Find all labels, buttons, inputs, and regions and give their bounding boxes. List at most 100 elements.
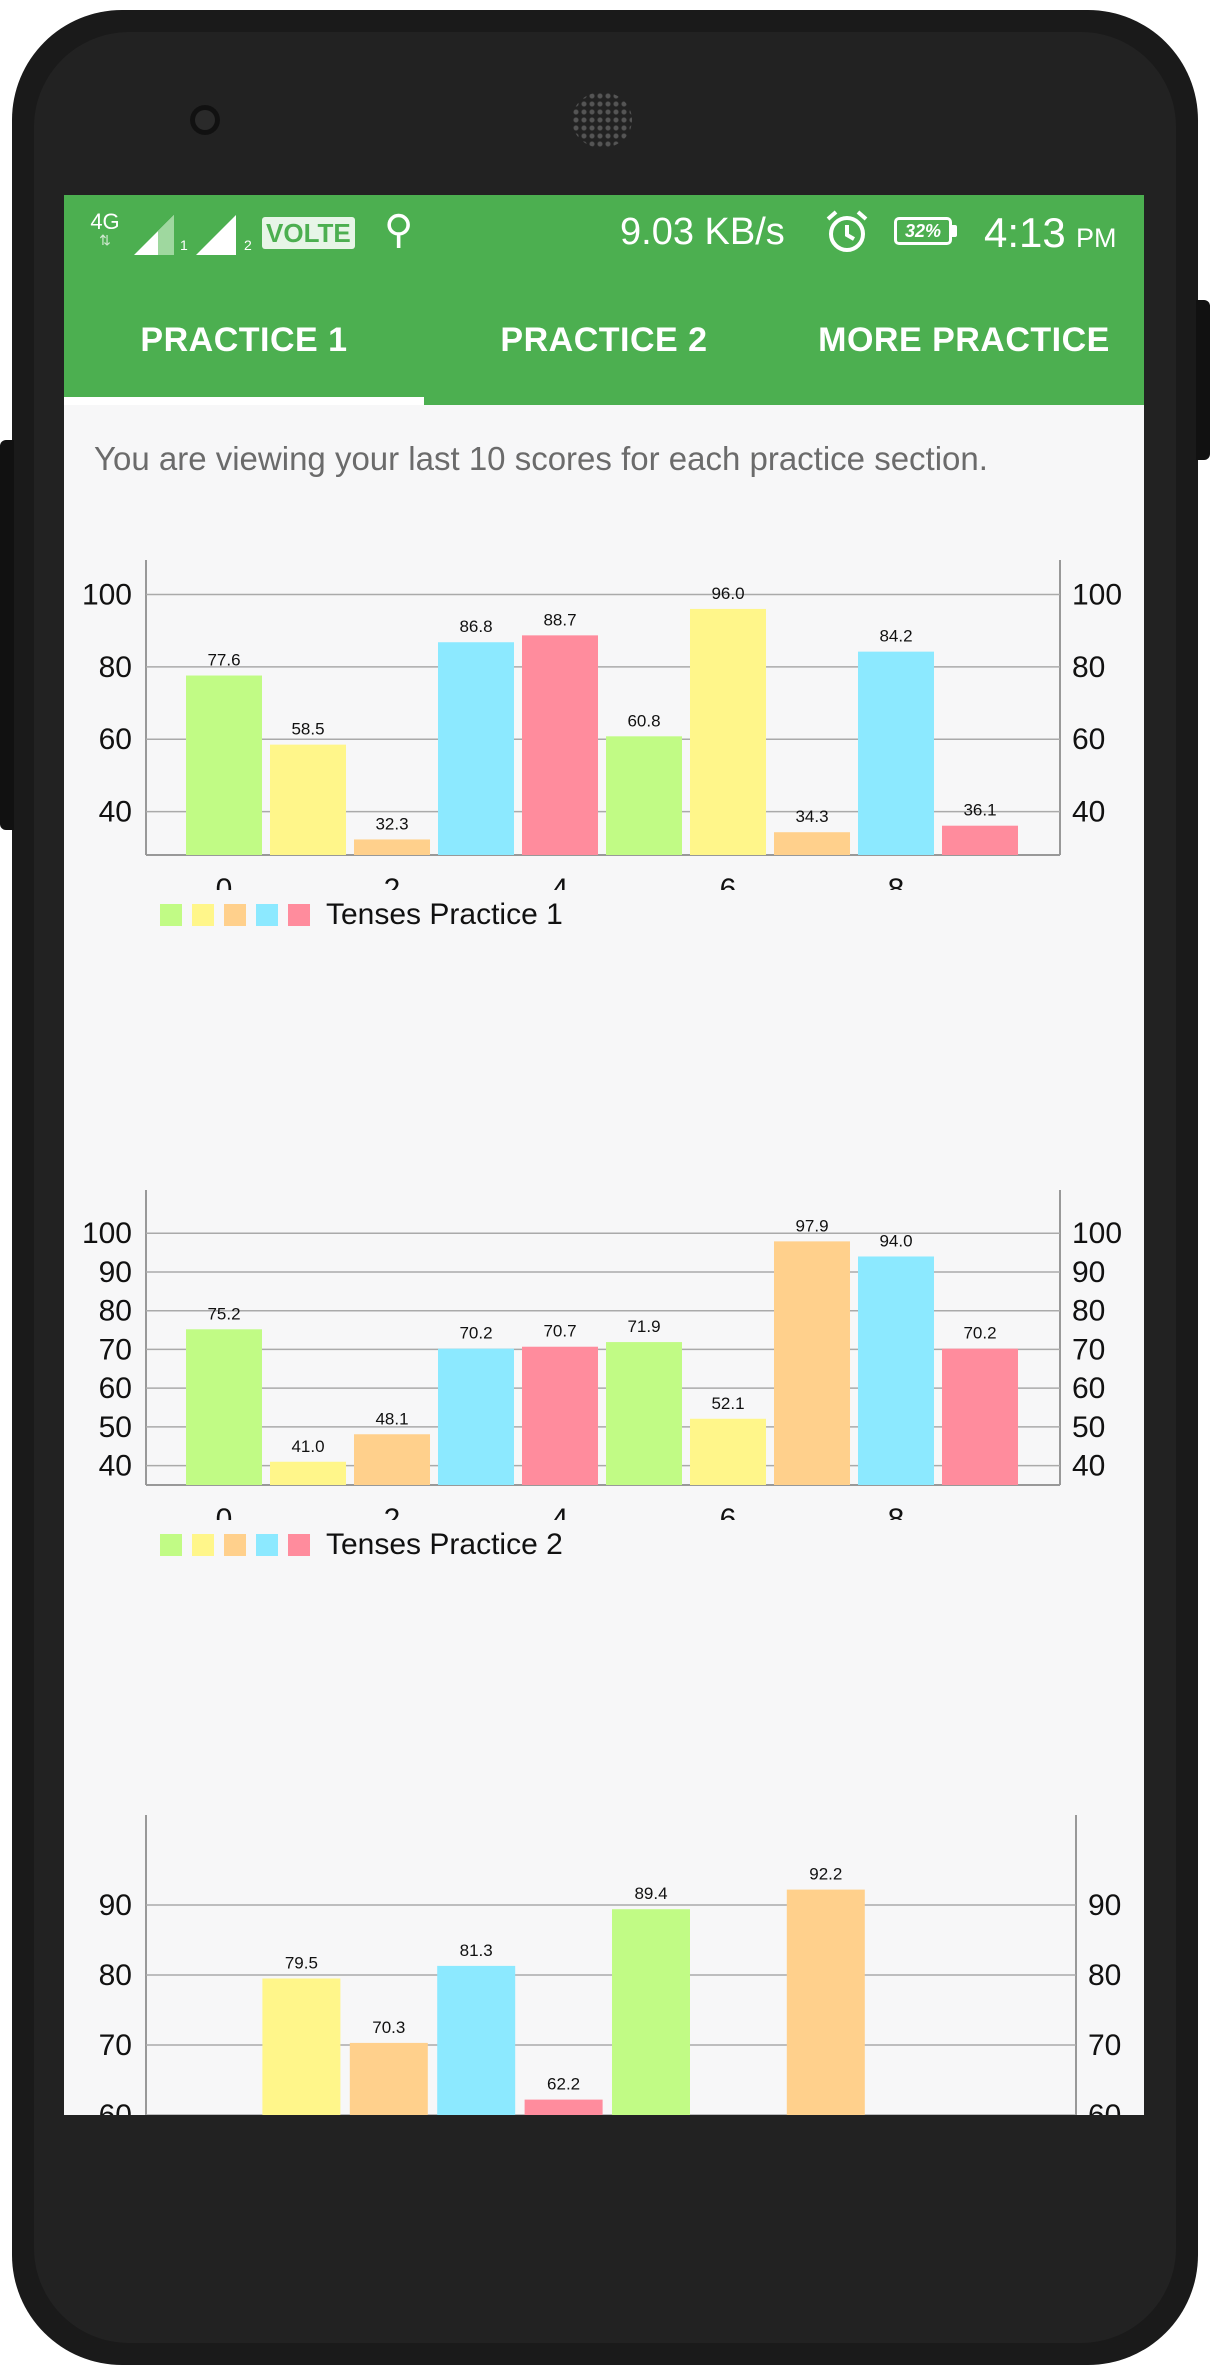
phone-chin <box>64 2115 1144 2355</box>
x-tick-label: 6 <box>720 873 737 890</box>
y-tick-label-left: 80 <box>99 651 132 684</box>
y-tick-label-right: 80 <box>1072 1295 1105 1328</box>
bar <box>522 635 598 855</box>
legend-swatch <box>288 904 310 926</box>
bar-value-label: 70.3 <box>372 2018 405 2037</box>
bar-value-label: 77.6 <box>207 651 240 670</box>
tab-indicator <box>64 397 424 405</box>
y-tick-label-right: 80 <box>1088 1959 1121 1992</box>
bar-value-label: 48.1 <box>375 1409 408 1428</box>
bar-value-label: 70.7 <box>543 1322 576 1341</box>
x-tick-label: 2 <box>384 873 401 890</box>
y-tick-label-right: 100 <box>1072 1217 1122 1250</box>
y-tick-label-left: 90 <box>99 1256 132 1289</box>
legend-swatch <box>192 904 214 926</box>
legend-label: Tenses Practice 2 <box>326 1528 563 1561</box>
tab-practice-2[interactable]: PRACTICE 2 <box>500 320 708 359</box>
bar-value-label: 96.0 <box>711 584 744 603</box>
bar-value-label: 92.2 <box>809 1865 842 1884</box>
bar <box>690 608 766 855</box>
bar-value-label: 36.1 <box>963 801 996 820</box>
screen: 4G ⇅ 1 2 VOLTE ⚲ 9.03 KB/s 32% 4:13 PM P… <box>64 195 1144 2115</box>
y-tick-label-right: 100 <box>1072 578 1122 611</box>
bar <box>606 736 682 855</box>
bar <box>349 2042 428 2115</box>
bar <box>786 1889 865 2115</box>
chart-legend: Tenses Practice 1 <box>160 898 563 932</box>
bar-value-label: 62.2 <box>547 2075 580 2094</box>
bar <box>438 1348 514 1485</box>
bar <box>354 1434 430 1485</box>
bar <box>437 1965 516 2115</box>
bar-value-label: 70.2 <box>459 1324 492 1343</box>
x-tick-label: 2 <box>384 1503 401 1520</box>
bar <box>354 839 430 855</box>
bar <box>438 642 514 855</box>
tab-practice-1[interactable]: PRACTICE 1 <box>140 320 348 359</box>
y-tick-label-left: 100 <box>82 1217 132 1250</box>
earpiece-speaker <box>572 92 632 148</box>
x-tick-label: 8 <box>888 873 905 890</box>
bar-value-label: 52.1 <box>711 1394 744 1413</box>
bar <box>270 744 346 855</box>
sim2-label: 2 <box>244 237 252 253</box>
bar-value-label: 71.9 <box>627 1317 660 1336</box>
y-tick-label-left: 70 <box>99 2029 132 2062</box>
bar-value-label: 88.7 <box>543 610 576 629</box>
bar <box>858 651 934 855</box>
y-tick-label-right: 90 <box>1088 1889 1121 1922</box>
x-tick-label: 0 <box>216 873 233 890</box>
y-tick-label-right: 40 <box>1072 1450 1105 1483</box>
bar-value-label: 86.8 <box>459 617 492 636</box>
y-tick-label-right: 70 <box>1088 2029 1121 2062</box>
front-camera <box>190 105 220 135</box>
alarm-icon <box>826 210 868 252</box>
y-tick-label-left: 80 <box>99 1295 132 1328</box>
x-tick-label: 6 <box>720 1503 737 1520</box>
bar <box>858 1256 934 1485</box>
bar <box>942 1348 1018 1485</box>
y-tick-label-left: 80 <box>99 1959 132 1992</box>
bar-value-label: 75.2 <box>207 1304 240 1323</box>
chart-practice-2: 40 40 50 50 60 60 70 70 80 80 90 90 100 100 75.2 41.0 48… <box>64 1180 1144 1580</box>
status-bar: 4G ⇅ 1 2 VOLTE ⚲ 9.03 KB/s 32% 4:13 PM <box>64 195 1144 275</box>
signal-sim2-icon <box>196 215 236 255</box>
y-tick-label-right: 60 <box>1072 723 1105 756</box>
bar-value-label: 79.5 <box>285 1954 318 1973</box>
chart-legend: Tenses Practice 2 <box>160 1528 563 1562</box>
legend-swatch <box>256 904 278 926</box>
tab-more-practice[interactable]: MORE PRACTICE <box>818 320 1110 359</box>
bar-value-label: 60.8 <box>627 711 660 730</box>
bar-value-label: 32.3 <box>375 814 408 833</box>
bar-value-label: 41.0 <box>291 1437 324 1456</box>
bar <box>262 1978 341 2115</box>
legend-swatch <box>224 1534 246 1556</box>
bar <box>524 2099 603 2115</box>
legend-swatch <box>160 1534 182 1556</box>
clock-time: 4:13 <box>984 209 1066 256</box>
x-tick-label: 8 <box>888 1503 905 1520</box>
legend-swatch <box>224 904 246 926</box>
bar <box>612 1909 690 2115</box>
bar-value-label: 58.5 <box>291 720 324 739</box>
info-text: You are viewing your last 10 scores for … <box>94 440 988 477</box>
bar-value-label: 81.3 <box>460 1941 493 1960</box>
y-tick-label-right: 50 <box>1072 1411 1105 1444</box>
y-tick-label-left: 100 <box>82 578 132 611</box>
bar-value-label: 84.2 <box>879 627 912 646</box>
tab-bar: PRACTICE 1 PRACTICE 2 MORE PRACTICE <box>64 275 1144 405</box>
legend-swatch <box>288 1534 310 1556</box>
volte-badge: VOLTE <box>262 217 355 249</box>
bar-value-label: 97.9 <box>795 1216 828 1235</box>
legend-label: Tenses Practice 1 <box>326 898 563 931</box>
y-tick-label-left: 60 <box>99 723 132 756</box>
side-button-right <box>1196 300 1210 460</box>
sim1-label: 1 <box>180 237 188 253</box>
bar <box>942 825 1018 855</box>
bar-value-label: 70.2 <box>963 1324 996 1343</box>
battery-tip <box>952 225 957 237</box>
y-tick-label-right: 40 <box>1072 796 1105 829</box>
legend-swatch <box>256 1534 278 1556</box>
